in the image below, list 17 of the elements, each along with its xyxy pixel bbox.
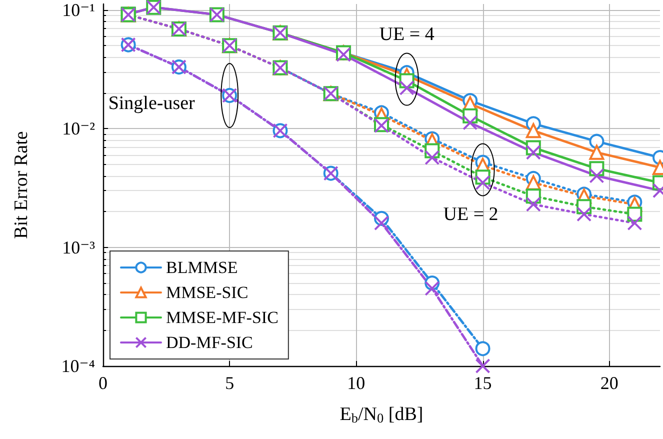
x-tick-label: 20: [600, 373, 618, 393]
annotation: UE = 2: [443, 204, 498, 226]
x-tick-label: 5: [225, 373, 234, 393]
legend-label: DD-MF-SIC: [166, 333, 253, 352]
annotation: UE = 4: [379, 24, 435, 45]
y-tick-label: 10⁻³: [62, 237, 96, 258]
legend-label: MMSE-SIC: [166, 283, 248, 302]
y-tick-label: 10⁻¹: [62, 0, 95, 20]
annotation: Single-user: [108, 92, 196, 114]
y-axis-title: Bit Error Rate: [11, 131, 32, 239]
y-tick-label: 10⁻⁴: [61, 356, 95, 376]
legend-label: MMSE-MF-SIC: [166, 308, 278, 327]
x-tick-label: 15: [474, 373, 492, 393]
legend-label: BLMMSE: [166, 258, 238, 277]
y-tick-label: 10⁻²: [62, 118, 95, 139]
x-tick-label: 0: [98, 373, 108, 393]
x-tick-label: 10: [347, 373, 366, 393]
